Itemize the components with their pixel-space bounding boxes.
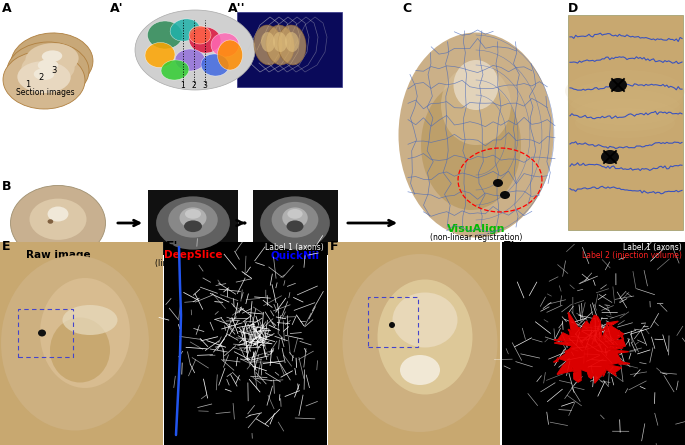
Text: A'': A'': [228, 2, 246, 15]
Ellipse shape: [273, 32, 287, 52]
Ellipse shape: [145, 42, 175, 68]
Ellipse shape: [29, 198, 86, 240]
Text: Label 1 (axons): Label 1 (axons): [623, 243, 682, 252]
Text: DeepSlice: DeepSlice: [164, 250, 222, 260]
Ellipse shape: [135, 10, 255, 90]
Text: Label 1 (axons): Label 1 (axons): [265, 243, 324, 252]
Ellipse shape: [1, 255, 149, 430]
Ellipse shape: [567, 80, 682, 118]
Ellipse shape: [393, 292, 458, 348]
Ellipse shape: [21, 52, 75, 84]
Ellipse shape: [170, 19, 200, 41]
Ellipse shape: [147, 21, 182, 49]
Text: Section images: Section images: [16, 88, 74, 97]
FancyBboxPatch shape: [253, 190, 338, 255]
Ellipse shape: [7, 42, 89, 100]
Ellipse shape: [272, 202, 319, 238]
Text: 3: 3: [203, 81, 208, 90]
Ellipse shape: [42, 50, 62, 62]
Text: C: C: [402, 2, 411, 15]
Ellipse shape: [260, 196, 330, 250]
Ellipse shape: [500, 191, 510, 199]
Ellipse shape: [218, 40, 242, 70]
Ellipse shape: [156, 196, 230, 250]
FancyBboxPatch shape: [148, 190, 238, 255]
Text: Label 2 (injection volume): Label 2 (injection volume): [582, 251, 682, 260]
Ellipse shape: [169, 202, 218, 238]
Text: A': A': [110, 2, 123, 15]
Ellipse shape: [278, 25, 306, 65]
FancyBboxPatch shape: [0, 242, 163, 445]
Text: (linear registration): (linear registration): [155, 259, 231, 268]
Polygon shape: [553, 312, 630, 383]
Ellipse shape: [34, 69, 54, 80]
Ellipse shape: [266, 25, 294, 65]
Ellipse shape: [201, 54, 229, 76]
Text: (non-linear registration): (non-linear registration): [429, 233, 522, 242]
FancyBboxPatch shape: [502, 242, 685, 445]
Ellipse shape: [50, 317, 110, 383]
Ellipse shape: [601, 150, 619, 164]
FancyBboxPatch shape: [237, 12, 342, 87]
Ellipse shape: [287, 209, 303, 219]
Ellipse shape: [11, 33, 93, 91]
Ellipse shape: [189, 27, 221, 53]
Ellipse shape: [261, 32, 275, 52]
Text: QuickNii: QuickNii: [271, 250, 319, 260]
Ellipse shape: [282, 207, 308, 228]
Text: A: A: [2, 2, 12, 15]
Ellipse shape: [47, 206, 68, 222]
Text: 2: 2: [192, 81, 197, 90]
FancyBboxPatch shape: [568, 15, 683, 230]
Ellipse shape: [3, 51, 85, 109]
Ellipse shape: [399, 32, 553, 238]
Text: Raw image: Raw image: [25, 250, 90, 260]
Ellipse shape: [389, 322, 395, 328]
Ellipse shape: [570, 89, 680, 125]
Ellipse shape: [493, 179, 503, 187]
Text: VisuAlign: VisuAlign: [447, 224, 506, 234]
Ellipse shape: [254, 25, 282, 65]
Ellipse shape: [609, 78, 627, 92]
Ellipse shape: [185, 209, 201, 219]
Text: B: B: [2, 180, 12, 193]
Text: E': E': [166, 240, 179, 253]
Ellipse shape: [565, 70, 685, 112]
Text: 1: 1: [25, 80, 30, 89]
Ellipse shape: [211, 33, 239, 57]
Ellipse shape: [179, 207, 206, 228]
Ellipse shape: [40, 278, 130, 388]
Ellipse shape: [184, 220, 202, 232]
Ellipse shape: [47, 219, 53, 224]
FancyBboxPatch shape: [164, 242, 327, 445]
Ellipse shape: [285, 32, 299, 52]
Ellipse shape: [377, 279, 473, 395]
Ellipse shape: [421, 80, 521, 210]
Ellipse shape: [453, 60, 499, 110]
Text: (reviewing): (reviewing): [273, 259, 316, 268]
Ellipse shape: [575, 108, 675, 138]
Text: 1: 1: [181, 81, 186, 90]
Ellipse shape: [38, 59, 58, 71]
Text: 3: 3: [51, 66, 56, 75]
Text: F': F': [503, 240, 516, 253]
Text: D: D: [568, 2, 578, 15]
Ellipse shape: [573, 98, 677, 132]
Ellipse shape: [38, 329, 46, 336]
Ellipse shape: [175, 49, 205, 71]
Ellipse shape: [25, 43, 79, 75]
Ellipse shape: [441, 65, 511, 145]
Ellipse shape: [286, 220, 303, 232]
Ellipse shape: [161, 60, 189, 80]
Text: 2: 2: [38, 73, 43, 82]
Ellipse shape: [342, 254, 497, 432]
Text: E: E: [2, 240, 10, 253]
Ellipse shape: [10, 186, 105, 260]
Ellipse shape: [189, 26, 211, 44]
Text: F: F: [330, 240, 338, 253]
Ellipse shape: [17, 61, 71, 93]
FancyBboxPatch shape: [328, 242, 500, 445]
Ellipse shape: [400, 355, 440, 385]
Ellipse shape: [62, 305, 118, 335]
